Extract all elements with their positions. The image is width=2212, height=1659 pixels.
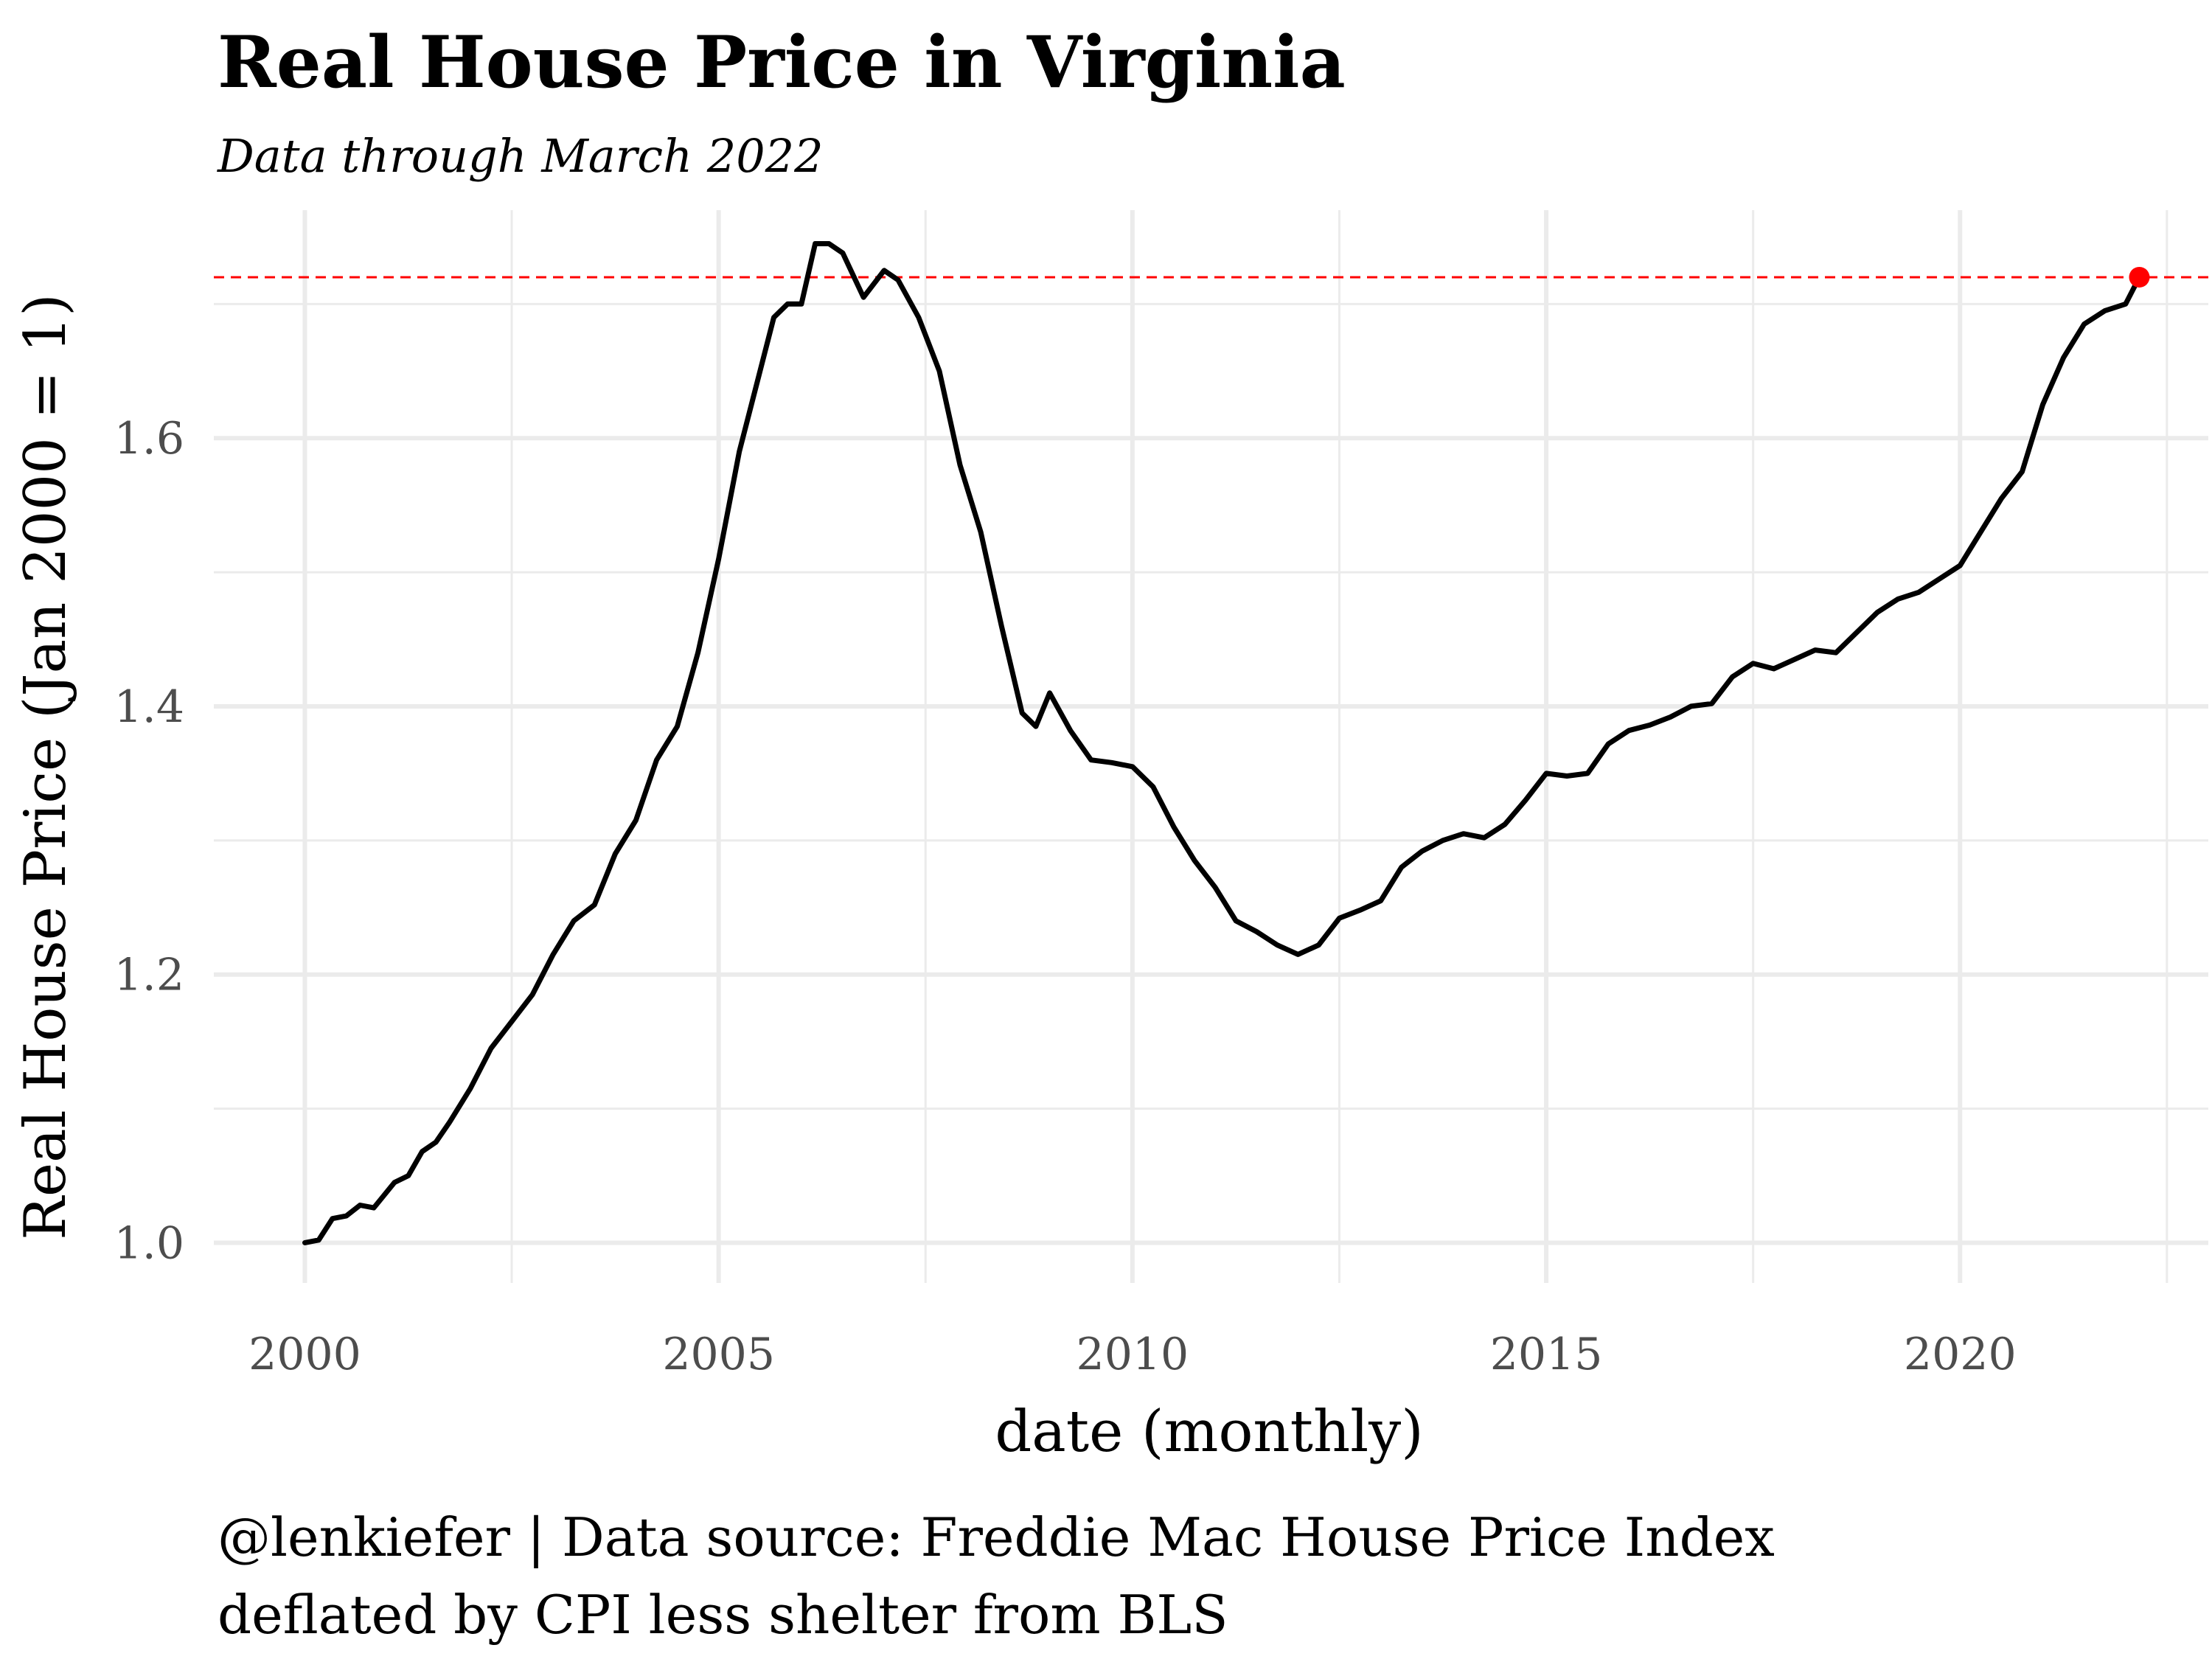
caption-line-1: @lenkiefer | Data source: Freddie Mac Ho… [218,1506,1775,1568]
series-line [302,241,2142,1245]
y-axis-title: Real House Price (Jan 2000 = 1) [13,293,79,1239]
last-point-marker [2129,266,2150,288]
x-tick-label: 2000 [248,1329,361,1380]
chart-subtitle: Data through March 2022 [217,129,824,183]
series-layer [302,241,2150,1245]
caption-line-2: deflated by CPI less shelter from BLS [218,1584,1228,1646]
x-tick-label: 2020 [1904,1329,2017,1380]
y-tick-label: 1.6 [114,413,184,465]
x-axis-title: date (monthly) [995,1399,1423,1465]
x-tick-label: 2010 [1077,1329,1189,1380]
y-tick-label: 1.2 [114,950,184,1001]
chart-title: Real House Price in Virginia [218,21,1346,104]
x-tick-label: 2005 [662,1329,775,1380]
tick-labels: 2000 2005 2010 2015 2020 1.0 1.2 1.4 1.6 [114,413,2017,1380]
x-tick-label: 2015 [1490,1329,1603,1380]
y-tick-label: 1.4 [114,681,184,733]
grid [214,210,2208,1283]
y-tick-label: 1.0 [114,1217,184,1269]
